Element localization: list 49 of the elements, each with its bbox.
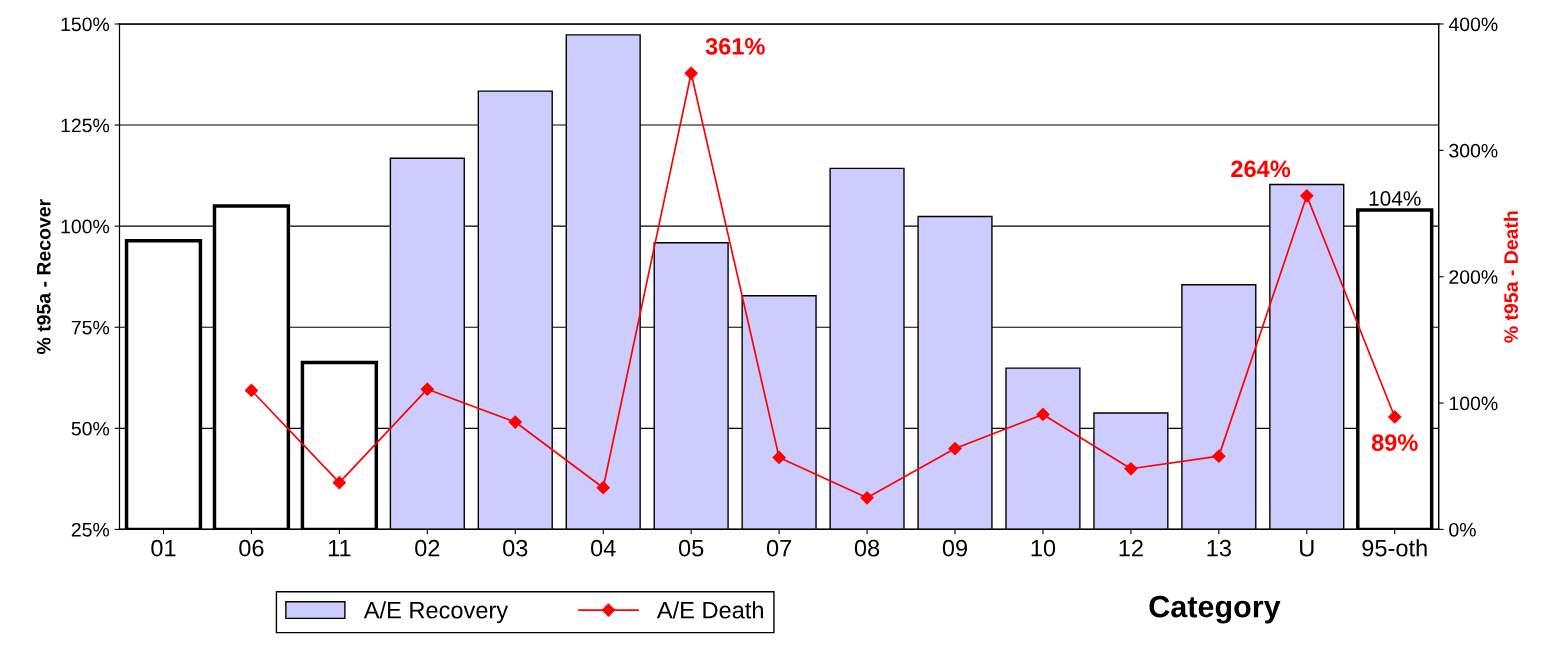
point bbox=[772, 450, 786, 464]
x-axis-title: Category bbox=[1149, 595, 1281, 624]
x-tick-label: 05 bbox=[678, 539, 704, 557]
y2-tick-label: 200% bbox=[1449, 270, 1498, 284]
x-tick-label: 12 bbox=[1119, 539, 1143, 557]
y-tick-label: 100% bbox=[61, 219, 110, 234]
y-tick-label: 75% bbox=[71, 320, 110, 335]
y2-tick-label: 400% bbox=[1448, 17, 1498, 32]
y2-tick-label: 300% bbox=[1449, 143, 1498, 158]
data-label: 264% bbox=[1231, 160, 1291, 178]
point bbox=[1388, 410, 1402, 424]
x-tick-label: 08 bbox=[854, 539, 880, 557]
point bbox=[1212, 449, 1226, 463]
x-tick-label: 07 bbox=[766, 539, 792, 557]
point bbox=[1124, 462, 1138, 476]
x-tick-label: 10 bbox=[1031, 539, 1056, 557]
x-tick-label: 13 bbox=[1207, 539, 1231, 557]
point bbox=[332, 476, 346, 490]
y2-axis-title: % t95a - Death bbox=[1503, 211, 1518, 343]
point bbox=[1036, 407, 1050, 422]
legend-label: A/E Recovery bbox=[363, 601, 509, 624]
point bbox=[684, 66, 698, 80]
legend-label: A/E Death bbox=[656, 601, 763, 619]
y2-tick-label: 0% bbox=[1449, 522, 1476, 537]
y-tick-label: 50% bbox=[71, 421, 110, 436]
x-tick-label: U bbox=[1300, 540, 1314, 557]
y-axis-title: % t95a - Recover bbox=[36, 199, 51, 355]
x-tick-label: 04 bbox=[591, 539, 616, 557]
x-tick-label: 01 bbox=[151, 539, 176, 557]
x-tick-label: 09 bbox=[942, 539, 968, 557]
x-tick-label: 06 bbox=[239, 539, 264, 557]
point bbox=[860, 491, 874, 505]
point bbox=[244, 383, 259, 398]
y-tick-label: 125% bbox=[61, 118, 110, 133]
data-label: 104% bbox=[1369, 191, 1421, 206]
data-label: 89% bbox=[1371, 434, 1418, 451]
y-tick-label: 25% bbox=[71, 522, 110, 537]
x-tick-label: 95-oth bbox=[1362, 539, 1427, 557]
point bbox=[596, 481, 610, 495]
point bbox=[508, 415, 522, 429]
x-tick-label: 02 bbox=[415, 539, 440, 557]
point bbox=[420, 382, 434, 396]
y-tick-label: 150% bbox=[61, 17, 110, 32]
x-tick-label: 03 bbox=[503, 539, 528, 557]
y2-tick-label: 100% bbox=[1449, 396, 1498, 411]
point bbox=[948, 441, 962, 456]
point bbox=[1300, 189, 1314, 203]
data-label: 361% bbox=[705, 37, 765, 55]
x-tick-label: 11 bbox=[328, 540, 351, 557]
